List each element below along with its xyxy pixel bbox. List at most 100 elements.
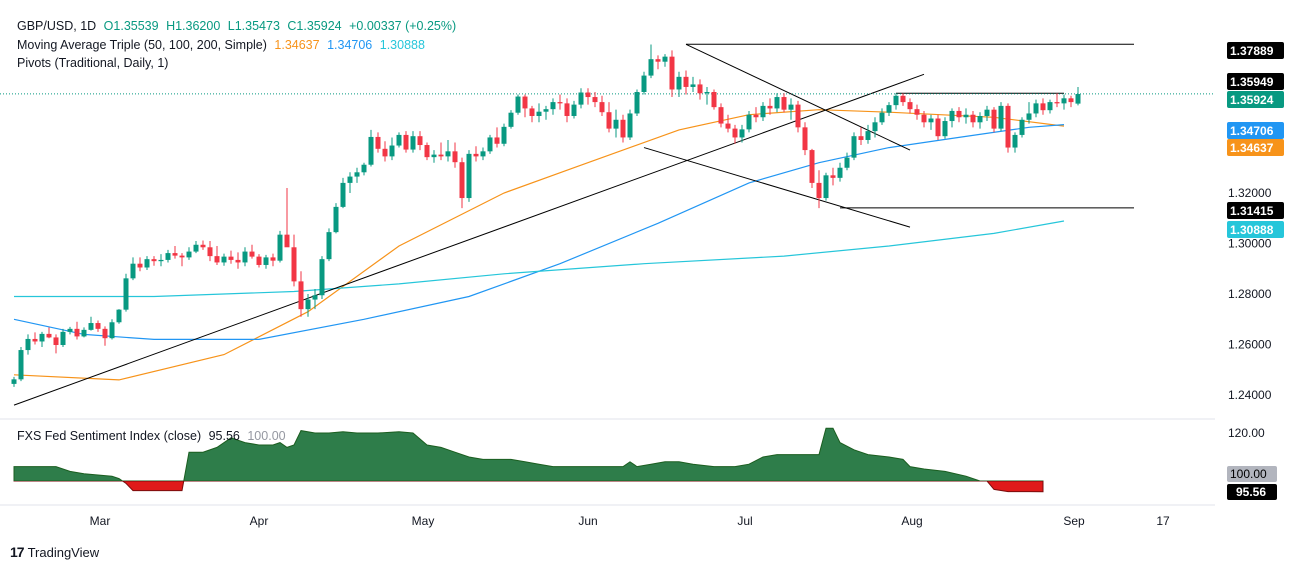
candle-body	[816, 182, 822, 199]
candle-body	[417, 136, 423, 146]
symbol-label[interactable]: GBP/USD, 1D	[17, 19, 97, 33]
candle-body	[557, 102, 563, 104]
candle-body	[60, 331, 66, 346]
pivot-line	[685, 43, 911, 151]
candle-body	[613, 119, 619, 129]
candle-body	[221, 256, 227, 263]
candle-body	[53, 337, 59, 346]
candle-body	[998, 105, 1004, 129]
candle-body	[550, 102, 556, 110]
high-value: H1.36200	[166, 19, 221, 33]
candle-body	[858, 136, 864, 140]
price-axis-tag	[1227, 73, 1284, 90]
candle-body	[207, 247, 213, 257]
candle-body	[473, 153, 479, 157]
candle-body	[648, 59, 654, 76]
candle-body	[1068, 98, 1074, 103]
price-tick-label: 1.32000	[1228, 186, 1272, 200]
candle-body	[410, 136, 416, 150]
candle-body	[711, 92, 717, 108]
candle-body	[263, 257, 269, 265]
tradingview-logo-icon: 17	[10, 544, 25, 560]
candle-body	[655, 59, 661, 62]
index-value: 95.56	[208, 429, 240, 443]
ma-title[interactable]: Moving Average Triple (50, 100, 200, Sim…	[17, 38, 267, 52]
candle-body	[991, 109, 997, 129]
candle-body	[1026, 113, 1032, 120]
tradingview-logo[interactable]: 17 TradingView	[10, 544, 99, 560]
candle-body	[683, 76, 689, 87]
candle-body	[620, 119, 626, 138]
candle-body	[536, 111, 542, 116]
candle-body	[1075, 94, 1081, 104]
candle-body	[634, 92, 640, 114]
candle-body	[564, 103, 570, 116]
candle-body	[1040, 103, 1046, 111]
candle-body	[340, 182, 346, 207]
candle-body	[851, 136, 857, 158]
candle-body	[774, 97, 780, 109]
candle-body	[515, 96, 521, 113]
candle-body	[235, 259, 241, 263]
ma-100-line	[13, 124, 1065, 340]
candle-body	[109, 322, 115, 339]
candle-body	[32, 338, 38, 342]
candle-body	[949, 110, 955, 122]
candle-body	[445, 151, 451, 157]
candle-body	[431, 154, 437, 158]
ma50-value: 1.34637	[274, 38, 320, 52]
candle-body	[361, 164, 367, 173]
candle-body	[844, 157, 850, 168]
candle-body	[788, 104, 794, 110]
candle-body	[1047, 102, 1053, 111]
index-title[interactable]: FXS Fed Sentiment Index (close)	[17, 429, 202, 443]
candle-body	[1061, 98, 1067, 104]
candle-body	[543, 109, 549, 112]
candle-body	[452, 151, 458, 163]
candle-body	[74, 328, 80, 337]
ma100-value: 1.34706	[327, 38, 373, 52]
candle-body	[746, 114, 752, 130]
candle-body	[389, 145, 395, 157]
candle-body	[914, 109, 920, 115]
candle-body	[900, 95, 906, 103]
candle-body	[942, 121, 948, 137]
symbol-header: GBP/USD, 1D O1.35539 H1.36200 L1.35473 C…	[17, 18, 460, 34]
time-tick-label: Mar	[90, 514, 111, 528]
price-axis-tag-label: 1.37889	[1230, 44, 1274, 58]
time-tick-label: Sep	[1063, 514, 1085, 528]
price-axis-tag	[1227, 139, 1284, 156]
candle-body	[984, 109, 990, 116]
candle-body	[732, 128, 738, 138]
candle-body	[830, 175, 836, 178]
candle-body	[186, 251, 192, 258]
candle-body	[67, 328, 73, 332]
candle-body	[725, 123, 731, 129]
price-tick-label: 1.30000	[1228, 237, 1272, 251]
pivots-title[interactable]: Pivots (Traditional, Daily, 1)	[17, 56, 169, 70]
candle-body	[256, 256, 262, 265]
candle-body	[501, 126, 507, 144]
candle-body	[165, 253, 171, 260]
candle-body	[585, 92, 591, 98]
candle-body	[641, 75, 647, 92]
candle-body	[88, 323, 94, 330]
candle-body	[116, 309, 122, 323]
candle-body	[102, 328, 108, 339]
candle-body	[172, 253, 178, 256]
candle-body	[809, 150, 815, 183]
candle-body	[886, 105, 892, 113]
candle-body	[781, 97, 787, 110]
low-value: L1.35473	[227, 19, 280, 33]
candle-body	[522, 96, 528, 109]
price-axis-tag-label: 1.31415	[1230, 204, 1274, 218]
candle-body	[242, 251, 248, 263]
price-axis-tag	[1227, 221, 1284, 238]
candle-body	[326, 232, 332, 260]
price-axis-tag	[1227, 42, 1284, 59]
candle-body	[284, 234, 290, 248]
index-ref-tag-label: 100.00	[1230, 467, 1267, 481]
candle-body	[333, 206, 339, 233]
candle-body	[865, 131, 871, 140]
candle-body	[879, 112, 885, 123]
